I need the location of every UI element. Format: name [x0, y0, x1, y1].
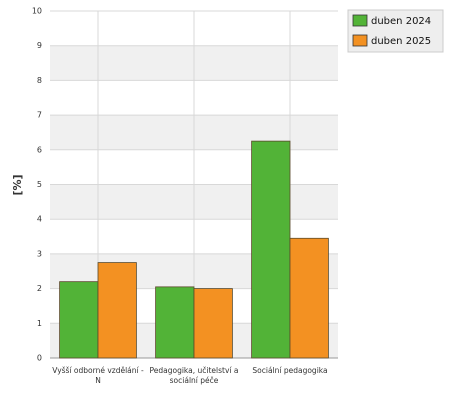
- legend-label: duben 2024: [371, 16, 431, 27]
- y-tick-label: 9: [37, 41, 42, 50]
- y-tick-label: 2: [37, 284, 42, 293]
- y-tick-label: 8: [37, 76, 42, 85]
- bar: [193, 288, 233, 359]
- y-tick-label: 6: [37, 145, 42, 154]
- legend-label: duben 2025: [371, 36, 431, 47]
- y-tick-label: 0: [37, 354, 42, 363]
- x-tick-label: Sociální pedagogika: [252, 366, 328, 375]
- y-tick-label: 1: [37, 319, 42, 328]
- bar: [289, 237, 329, 359]
- legend-swatch: [352, 14, 368, 27]
- y-axis-label: [%]: [11, 174, 24, 195]
- legend-swatch: [352, 34, 368, 47]
- bar: [251, 140, 291, 359]
- y-tick-label: 3: [37, 249, 42, 258]
- x-tick-label: Vyšší odborné vzdělání - N: [52, 366, 144, 385]
- y-tick-label: 10: [32, 7, 42, 16]
- x-tick-label: Pedagogika, učitelství a sociální péče: [149, 366, 239, 385]
- y-tick-label: 7: [37, 111, 42, 120]
- y-tick-label: 4: [37, 215, 42, 224]
- bar: [97, 262, 137, 359]
- bar: [155, 286, 195, 359]
- bar: [59, 281, 99, 359]
- y-tick-label: 5: [37, 180, 42, 189]
